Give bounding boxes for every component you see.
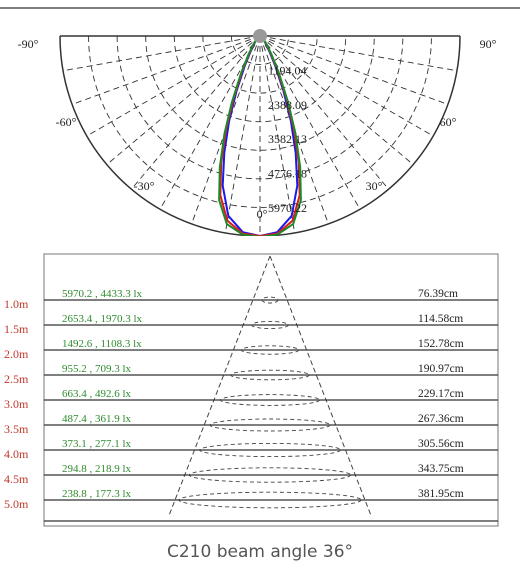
- beam-ellipse: [188, 467, 352, 483]
- height-label: 2.0m: [4, 347, 29, 361]
- beam-diameter-label: 76.39cm: [418, 288, 458, 300]
- beam-ellipse: [199, 442, 341, 458]
- polar-spoke: [71, 35, 261, 105]
- angle-label: 90°: [480, 37, 497, 51]
- beam-ellipse: [209, 418, 331, 432]
- polar-spoke: [259, 35, 414, 165]
- illuminance-label: 663.4 , 492.6 lx: [62, 388, 132, 400]
- beam-ellipse: [230, 369, 310, 381]
- angle-label: 60°: [440, 115, 457, 129]
- illuminance-label: 2653.4 , 1970.3 lx: [62, 313, 143, 325]
- cone-edge-left: [168, 255, 271, 517]
- polar-ring: [145, 35, 375, 151]
- angle-label: -30°: [134, 179, 155, 193]
- angle-label: -90°: [18, 37, 39, 51]
- beam-diameter-label: 305.56cm: [418, 438, 464, 450]
- beam-ellipse: [178, 491, 362, 509]
- cone-edge-right: [269, 255, 372, 517]
- polar-spoke: [259, 35, 389, 190]
- angle-label: 0°: [257, 207, 268, 221]
- beam-ellipse: [251, 320, 289, 330]
- beam-ellipse: [261, 296, 279, 304]
- angle-label: 30°: [366, 179, 383, 193]
- polar-spoke: [259, 35, 434, 137]
- illuminance-label: 238.8 , 177.3 lx: [62, 488, 132, 500]
- radial-value-label: 4776.18: [268, 167, 307, 181]
- height-label: 3.5m: [4, 422, 29, 436]
- beam-diameter-label: 229.17cm: [418, 388, 464, 400]
- beam-diameter-label: 267.36cm: [418, 413, 464, 425]
- radial-value-label: 3582.13: [268, 132, 307, 146]
- radial-value-label: 5970.22: [268, 201, 307, 215]
- light-source-dot: [253, 29, 267, 43]
- illuminance-label: 373.1 , 277.1 lx: [62, 438, 132, 450]
- beam-cone-table: 1.0m 5970.2 , 4433.3 lx 76.39cm 1.5m 2653.4 …: [4, 253, 499, 527]
- illuminance-label: 5970.2 , 4433.3 lx: [62, 288, 143, 300]
- polar-ring: [230, 35, 290, 65]
- illuminance-label: 1492.6 , 1108.3 lx: [62, 338, 142, 350]
- polar-spoke: [106, 35, 261, 165]
- polar-light-distribution-chart: 1194.04 2388.09 3582.13 4776.18 5970.22 -90° -…: [0, 7, 520, 236]
- polar-outer-arc: [59, 35, 461, 236]
- beam-diameter-label: 114.58cm: [418, 313, 463, 325]
- radial-value-label: 1194.04: [268, 63, 307, 77]
- beam-diameter-label: 190.97cm: [418, 363, 464, 375]
- illuminance-label: 487.4 , 361.9 lx: [62, 413, 132, 425]
- angle-label: -60°: [56, 115, 77, 129]
- polar-ring: [88, 35, 432, 208]
- beam-ellipse: [240, 345, 300, 355]
- polar-spoke: [259, 35, 458, 72]
- polar-spoke: [224, 35, 261, 234]
- height-label: 5.0m: [4, 497, 29, 511]
- height-label: 1.0m: [4, 297, 29, 311]
- height-label: 3.0m: [4, 397, 29, 411]
- beam-ellipse: [219, 394, 321, 406]
- illuminance-label: 955.2 , 709.3 lx: [62, 363, 132, 375]
- polar-spoke: [259, 35, 449, 105]
- illuminance-label: 294.8 , 218.9 lx: [62, 463, 132, 475]
- height-label: 1.5m: [4, 322, 29, 336]
- table-frame: [43, 253, 499, 527]
- beam-diameter-label: 381.95cm: [418, 488, 464, 500]
- polar-spoke: [86, 35, 261, 137]
- polar-spoke: [259, 35, 296, 234]
- radial-value-label: 2388.09: [268, 98, 307, 112]
- beam-diameter-label: 343.75cm: [418, 463, 464, 475]
- beam-diameter-label: 152.78cm: [418, 338, 464, 350]
- height-label: 2.5m: [4, 372, 29, 386]
- polar-spoke: [62, 35, 261, 72]
- height-label: 4.0m: [4, 447, 29, 461]
- intensity-curve-green: [218, 35, 302, 236]
- polar-spoke: [131, 35, 261, 190]
- polar-ring: [202, 35, 318, 94]
- chart-caption: C210 beam angle 36°: [166, 542, 354, 562]
- height-label: 4.5m: [4, 472, 29, 486]
